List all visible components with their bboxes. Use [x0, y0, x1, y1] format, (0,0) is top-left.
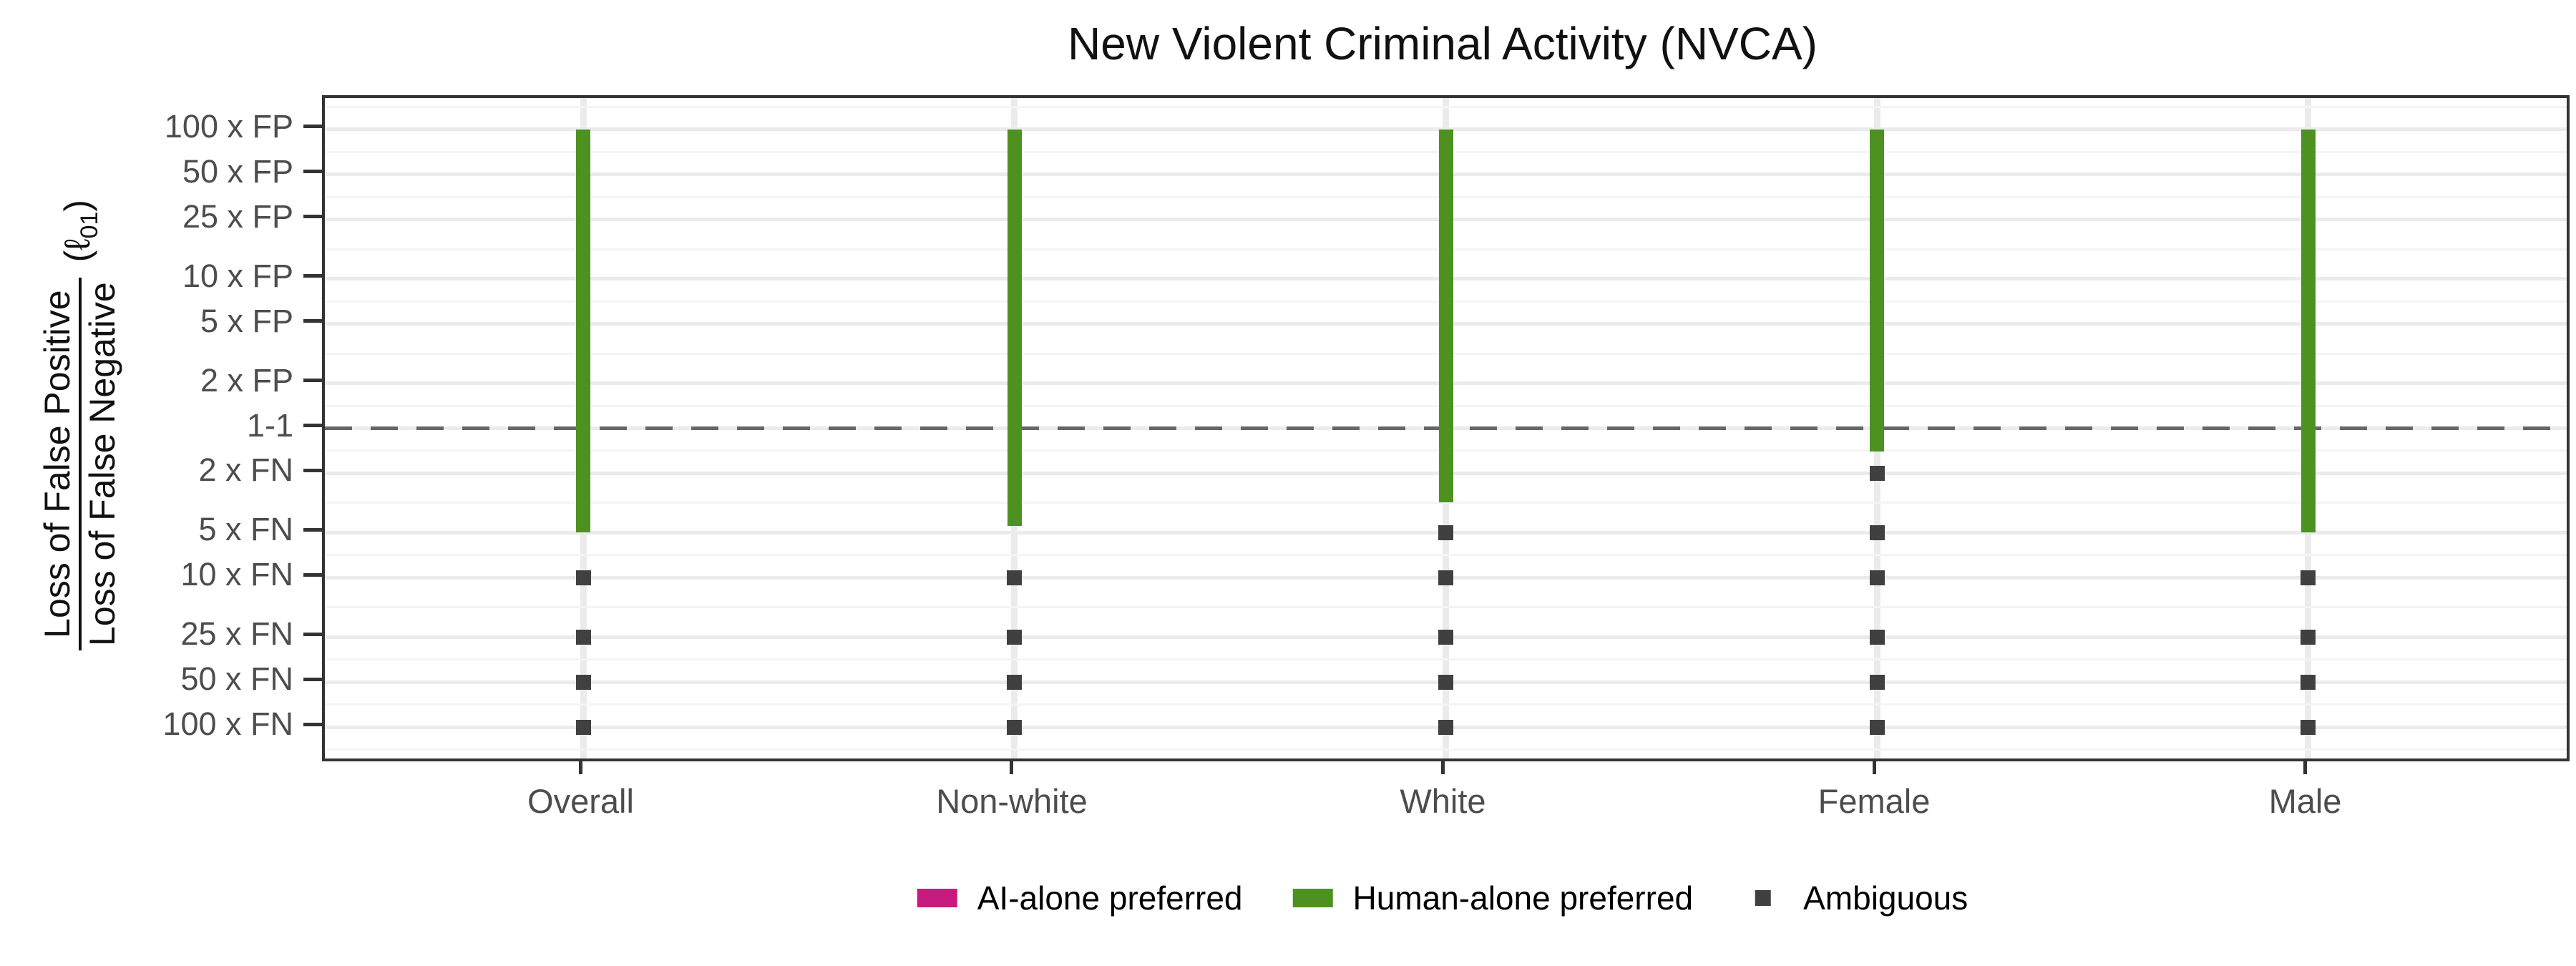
loss-symbol-subscript: 01: [76, 211, 103, 239]
y-axis-title-fraction: Loss of False Positive Loss of False Neg…: [36, 278, 124, 650]
human-alone-preferred-bar: [576, 129, 591, 532]
legend-item: Human-alone preferred: [1292, 879, 1694, 917]
x-category-label: Male: [2268, 782, 2342, 820]
ambiguous-point: [575, 629, 591, 645]
y-tick-mark: [303, 527, 322, 532]
y-tick-label: 1-1: [246, 406, 293, 444]
y-tick-mark: [303, 319, 322, 323]
y-tick-label: 100 x FN: [162, 706, 293, 743]
ambiguous-point: [1438, 719, 1453, 735]
x-tick-mark: [1010, 760, 1014, 774]
y-minor-gridline: [325, 606, 2567, 609]
ambiguous-point: [2301, 629, 2316, 645]
y-tick-label: 50 x FP: [182, 152, 293, 190]
preference-bar-icon: [917, 889, 957, 907]
legend-key-human-alone: [1292, 889, 1333, 907]
ambiguous-point: [1869, 629, 1885, 645]
y-axis-title-numerator: Loss of False Positive: [37, 290, 77, 638]
y-axis-title-symbol: (ℓ01): [57, 200, 103, 263]
y-tick-mark: [303, 215, 322, 219]
preference-bar-icon: [1292, 889, 1333, 907]
x-tick-mark: [1872, 760, 1876, 774]
y-minor-gridline: [325, 703, 2567, 706]
chart-title: New Violent Criminal Activity (NVCA): [1068, 18, 1818, 69]
human-alone-preferred-bar: [1438, 129, 1453, 502]
ambiguous-point: [1007, 674, 1023, 690]
ambiguous-point: [1438, 674, 1453, 690]
y-tick-label: 25 x FP: [182, 197, 293, 235]
legend: AI-alone preferred Human-alone preferred A…: [917, 879, 1968, 917]
ambiguous-point: [575, 674, 591, 690]
x-tick-mark: [1441, 760, 1445, 774]
ambiguous-point: [1007, 719, 1023, 735]
human-alone-preferred-bar: [2301, 129, 2316, 532]
legend-item: Ambiguous: [1743, 879, 1968, 917]
ambiguous-point: [1007, 570, 1023, 585]
ambiguous-square-icon: [1755, 890, 1772, 906]
y-minor-gridline: [325, 502, 2567, 504]
ambiguous-point: [1438, 570, 1453, 585]
y-minor-gridline: [325, 105, 2567, 108]
y-tick-label: 100 x FP: [164, 107, 293, 145]
y-minor-gridline: [325, 748, 2567, 751]
ambiguous-point: [1007, 629, 1023, 645]
x-category-label: White: [1400, 782, 1486, 820]
y-tick-label: 10 x FN: [180, 556, 293, 593]
ambiguous-point: [1438, 629, 1453, 645]
ambiguous-point: [1869, 719, 1885, 735]
y-tick-mark: [303, 170, 322, 174]
y-tick-mark: [303, 274, 322, 278]
ambiguous-point: [2301, 570, 2316, 585]
x-tick-mark: [578, 760, 582, 774]
y-axis-title: Loss of False Positive Loss of False Neg…: [36, 200, 124, 650]
y-tick-label: 25 x FN: [180, 615, 293, 653]
y-axis-title-denominator: Loss of False Negative: [79, 278, 124, 650]
y-tick-mark: [303, 632, 322, 636]
legend-key-ambiguous: [1743, 890, 1783, 906]
y-tick-label: 5 x FP: [200, 302, 293, 339]
legend-item: AI-alone preferred: [917, 879, 1243, 917]
x-category-label: Female: [1818, 782, 1931, 820]
y-tick-mark: [303, 677, 322, 681]
ambiguous-point: [575, 570, 591, 585]
legend-key-ai-alone: [917, 889, 957, 907]
legend-label: Human-alone preferred: [1352, 879, 1694, 917]
y-tick-mark: [303, 468, 322, 472]
human-alone-preferred-bar: [1007, 129, 1022, 527]
y-tick-mark: [303, 424, 322, 427]
y-tick-mark: [303, 572, 322, 577]
y-tick-label: 2 x FP: [200, 361, 293, 399]
ambiguous-point: [1869, 465, 1885, 481]
ambiguous-point: [1869, 674, 1885, 690]
y-tick-label: 10 x FP: [182, 257, 293, 294]
x-category-label: Overall: [527, 782, 634, 820]
ambiguous-point: [575, 719, 591, 735]
x-category-label: Non-white: [936, 782, 1088, 820]
human-alone-preferred-bar: [1870, 129, 1884, 452]
legend-label: Ambiguous: [1803, 879, 1968, 917]
plot-panel: [322, 95, 2570, 761]
y-tick-label: 50 x FN: [180, 660, 293, 698]
y-minor-gridline: [325, 658, 2567, 661]
x-tick-mark: [2303, 760, 2307, 774]
y-minor-gridline: [325, 554, 2567, 557]
y-tick-mark: [303, 722, 322, 726]
y-tick-label: 5 x FN: [198, 511, 293, 548]
y-tick-label: 2 x FN: [198, 452, 293, 489]
y-tick-mark: [303, 379, 322, 383]
ambiguous-point: [2301, 674, 2316, 690]
ambiguous-point: [1869, 570, 1885, 585]
ambiguous-point: [2301, 719, 2316, 735]
ambiguous-point: [1438, 525, 1453, 540]
ambiguous-point: [1869, 525, 1885, 540]
y-tick-mark: [303, 125, 322, 129]
legend-label: AI-alone preferred: [977, 879, 1243, 917]
